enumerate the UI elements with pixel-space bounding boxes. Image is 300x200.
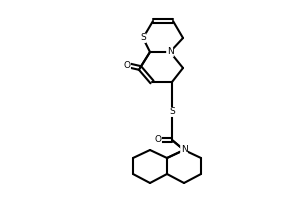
Text: S: S	[140, 33, 146, 43]
Text: S: S	[169, 108, 175, 116]
Text: O: O	[154, 136, 161, 144]
Text: N: N	[167, 47, 173, 56]
Text: N: N	[181, 146, 188, 154]
Text: O: O	[124, 60, 130, 70]
